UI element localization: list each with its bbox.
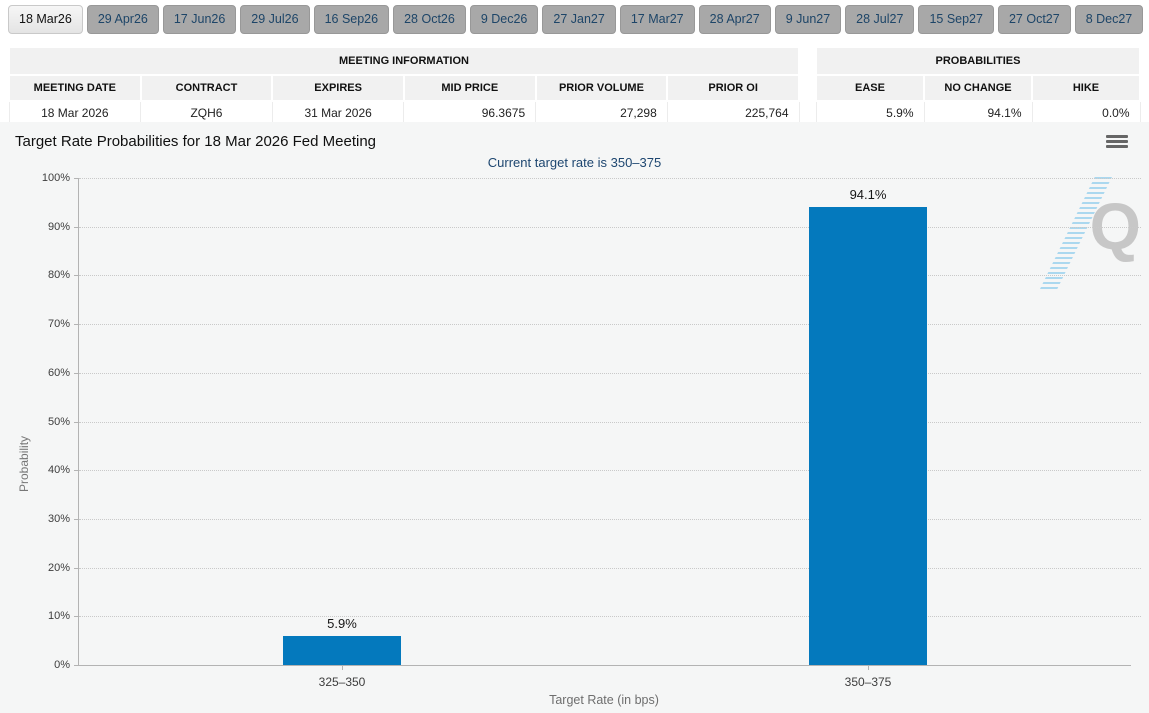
prior-volume-value: 27,298 xyxy=(535,100,668,125)
y-axis-label: 10% xyxy=(47,610,70,623)
gridline xyxy=(79,178,1141,179)
bar-value-label: 5.9% xyxy=(327,616,357,632)
gridline xyxy=(79,226,1141,228)
y-axis-tick xyxy=(74,372,79,374)
probabilities-title: PROBABILITIES xyxy=(815,46,1141,76)
y-axis-tick xyxy=(74,518,79,520)
y-axis-tick xyxy=(74,665,79,666)
tab-28-jul27[interactable]: 28 Jul27 xyxy=(845,5,915,34)
y-axis-tick xyxy=(74,421,79,423)
col-no-change: NO CHANGE xyxy=(923,74,1033,102)
y-axis-label: 80% xyxy=(47,269,70,282)
tab-9-dec26[interactable]: 9 Dec26 xyxy=(469,5,539,34)
gridline xyxy=(79,324,1141,326)
gridline xyxy=(79,275,1141,277)
y-axis-label: 0% xyxy=(54,659,70,671)
tab-17-jun26[interactable]: 17 Jun26 xyxy=(162,5,237,34)
col-expires: EXPIRES xyxy=(271,74,405,102)
tab-18-mar26[interactable]: 18 Mar26 xyxy=(8,5,83,34)
contract-value: ZQH6 xyxy=(140,100,273,125)
x-axis-tick xyxy=(868,665,869,670)
x-axis-category-label: 325–350 xyxy=(318,675,366,689)
tab-16-sep26[interactable]: 16 Sep26 xyxy=(313,5,390,34)
target-rate-chart-panel: Target Rate Probabilities for 18 Mar 202… xyxy=(0,122,1149,713)
col-meeting-date: MEETING DATE xyxy=(8,74,142,102)
y-axis-tick xyxy=(74,567,79,569)
tab-29-jul26[interactable]: 29 Jul26 xyxy=(240,5,310,34)
tab-28-apr27[interactable]: 28 Apr27 xyxy=(698,5,771,34)
chart-title: Target Rate Probabilities for 18 Mar 202… xyxy=(15,133,377,150)
bar-value-label: 94.1% xyxy=(849,186,887,202)
col-prior-oi: PRIOR OI xyxy=(666,74,800,102)
y-axis-tick xyxy=(74,226,79,228)
meeting-date-tabbar: 18 Mar26 29 Apr26 17 Jun26 29 Jul26 16 Sep26… xyxy=(8,5,1149,34)
tab-8-dec27[interactable]: 8 Dec27 xyxy=(1074,5,1144,34)
y-axis-tick xyxy=(74,178,79,179)
gridline xyxy=(79,567,1141,569)
probabilities-table: PROBABILITIES EASE NO CHANGE HIKE 5.9% 9… xyxy=(815,46,1141,125)
table-row: 5.9% 94.1% 0.0% xyxy=(815,100,1141,125)
plot-area: 0% 10% 20% 30% 40% 50% 60% 70% 80% 90% 100% 5.9% 325… xyxy=(42,172,1141,689)
expires-value: 31 Mar 2026 xyxy=(271,100,405,125)
ease-value: 5.9% xyxy=(815,100,925,125)
y-axis-label: 70% xyxy=(47,318,70,331)
hike-value: 0.0% xyxy=(1031,100,1141,125)
y-axis-tick xyxy=(74,470,79,472)
y-axis-tick xyxy=(74,616,79,618)
gridline xyxy=(79,421,1141,423)
meeting-date-value: 18 Mar 2026 xyxy=(8,100,142,125)
tab-9-jun27[interactable]: 9 Jun27 xyxy=(774,5,842,34)
bar-350–375 xyxy=(809,206,927,665)
y-axis-label: 50% xyxy=(47,415,70,428)
no-change-value: 94.1% xyxy=(923,100,1033,125)
col-mid-price: MID PRICE xyxy=(402,74,537,102)
table-row: 18 Mar 2026 ZQH6 31 Mar 2026 96.3675 27,… xyxy=(8,100,800,125)
tab-27-jan27[interactable]: 27 Jan27 xyxy=(542,5,616,34)
gridline xyxy=(79,470,1141,472)
tab-27-oct27[interactable]: 27 Oct27 xyxy=(997,5,1071,34)
col-contract: CONTRACT xyxy=(139,74,274,102)
y-axis-tick xyxy=(74,275,79,277)
gridline xyxy=(79,372,1141,374)
chart-subtitle: Current target rate is 350–375 xyxy=(487,155,662,170)
x-axis-category-label: 350–375 xyxy=(844,675,892,689)
bar-325–350 xyxy=(283,636,401,665)
y-axis-label: 40% xyxy=(47,464,70,477)
y-axis-label: 60% xyxy=(47,366,70,379)
y-axis-label: 90% xyxy=(47,220,70,233)
chart-menu-icon[interactable] xyxy=(1106,135,1128,150)
gridline xyxy=(79,616,1141,618)
x-axis-tick xyxy=(342,665,343,670)
tab-28-oct26[interactable]: 28 Oct26 xyxy=(393,5,466,34)
y-axis-label: 100% xyxy=(41,172,70,184)
y-axis-label: 20% xyxy=(47,561,70,574)
tab-29-apr26[interactable]: 29 Apr26 xyxy=(86,5,159,34)
tab-15-sep27[interactable]: 15 Sep27 xyxy=(918,5,994,34)
summary-tables: MEETING INFORMATION MEETING DATE CONTRAC… xyxy=(0,46,1149,125)
meeting-information-table: MEETING INFORMATION MEETING DATE CONTRAC… xyxy=(8,46,800,125)
meeting-information-title: MEETING INFORMATION xyxy=(8,46,800,76)
gridline xyxy=(79,518,1141,520)
col-ease: EASE xyxy=(815,74,925,102)
col-hike: HIKE xyxy=(1031,74,1141,102)
prior-oi-value: 225,764 xyxy=(666,100,800,125)
y-axis-tick xyxy=(74,324,79,326)
mid-price-value: 96.3675 xyxy=(403,100,537,125)
x-axis-title: Target Rate (in bps) xyxy=(549,693,659,707)
tab-17-mar27[interactable]: 17 Mar27 xyxy=(619,5,695,34)
col-prior-volume: PRIOR VOLUME xyxy=(534,74,669,102)
y-axis-label: 30% xyxy=(47,512,70,525)
